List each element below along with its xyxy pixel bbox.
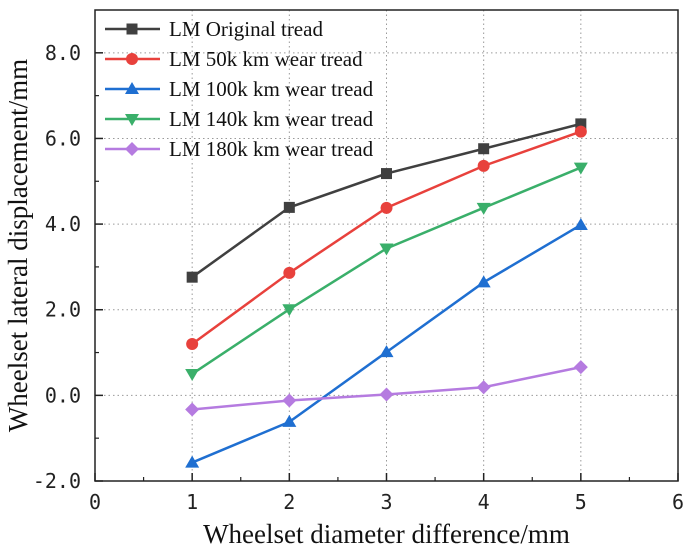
legend-item: LM 140k km wear tread (105, 107, 374, 131)
x-tick-label: 2 (283, 490, 295, 514)
y-axis-title: Wheelset lateral displacement/mm (3, 59, 33, 432)
data-point (185, 368, 200, 381)
data-point (282, 304, 297, 317)
x-tick-label: 5 (575, 490, 587, 514)
data-point (573, 360, 588, 375)
data-point (478, 143, 490, 155)
legend-marker (125, 114, 139, 126)
legend-marker (126, 23, 138, 35)
data-point (476, 380, 491, 395)
y-tick-label: 2.0 (45, 298, 81, 322)
data-point (573, 217, 588, 230)
legend-label: LM 100k km wear tread (169, 77, 374, 101)
y-tick-label: -2.0 (33, 469, 81, 493)
series-group (185, 162, 588, 381)
series-line (191, 166, 582, 375)
legend: LM Original tread LM 50k km wear tread LM … (105, 17, 374, 161)
legend-label: LM 180k km wear tread (169, 137, 374, 161)
legend-item: LM 50k km wear tread (105, 47, 363, 71)
y-tick-label: 0.0 (45, 383, 81, 407)
x-tick-label: 3 (380, 490, 392, 514)
data-point (185, 455, 200, 468)
series-group (186, 125, 587, 350)
data-point (186, 271, 198, 283)
data-point (380, 201, 393, 214)
data-point (282, 414, 297, 427)
data-point (282, 393, 297, 408)
x-tick-label: 1 (186, 490, 198, 514)
y-tick-label: 4.0 (45, 212, 81, 236)
legend-marker (125, 142, 139, 156)
ticks: 0 1 2 3 4 5 6 -2.0 0.0 2.0 4.0 6.0 8.0 (33, 41, 684, 514)
data-point (574, 125, 587, 138)
legend-item: LM Original tread (105, 17, 323, 41)
data-point (573, 162, 588, 175)
data-point (477, 159, 490, 172)
data-point (379, 345, 394, 358)
series-group (186, 118, 587, 283)
x-tick-label: 4 (478, 490, 490, 514)
legend-label: LM 50k km wear tread (169, 47, 363, 71)
data-point (185, 402, 200, 417)
legend-item: LM 180k km wear tread (105, 137, 374, 161)
legend-marker (125, 82, 139, 94)
data-point (379, 243, 394, 256)
legend-item: LM 100k km wear tread (105, 77, 374, 101)
data-point (575, 118, 587, 130)
data-point (186, 337, 199, 350)
series-layer (185, 118, 588, 468)
legend-marker (126, 53, 138, 65)
data-point (283, 266, 296, 279)
x-tick-label: 6 (672, 490, 684, 514)
series-group (185, 217, 588, 468)
legend-label: LM 140k km wear tread (169, 107, 374, 131)
series-group (185, 360, 588, 417)
data-point (283, 201, 295, 213)
data-point (476, 202, 491, 215)
y-tick-label: 6.0 (45, 126, 81, 150)
x-axis-title: Wheelset diameter difference/mm (203, 519, 570, 549)
y-tick-label: 8.0 (45, 41, 81, 65)
data-point (476, 275, 491, 288)
x-tick-label: 0 (89, 490, 101, 514)
legend-label: LM Original tread (169, 17, 323, 41)
data-point (381, 168, 392, 180)
data-point (379, 387, 394, 402)
